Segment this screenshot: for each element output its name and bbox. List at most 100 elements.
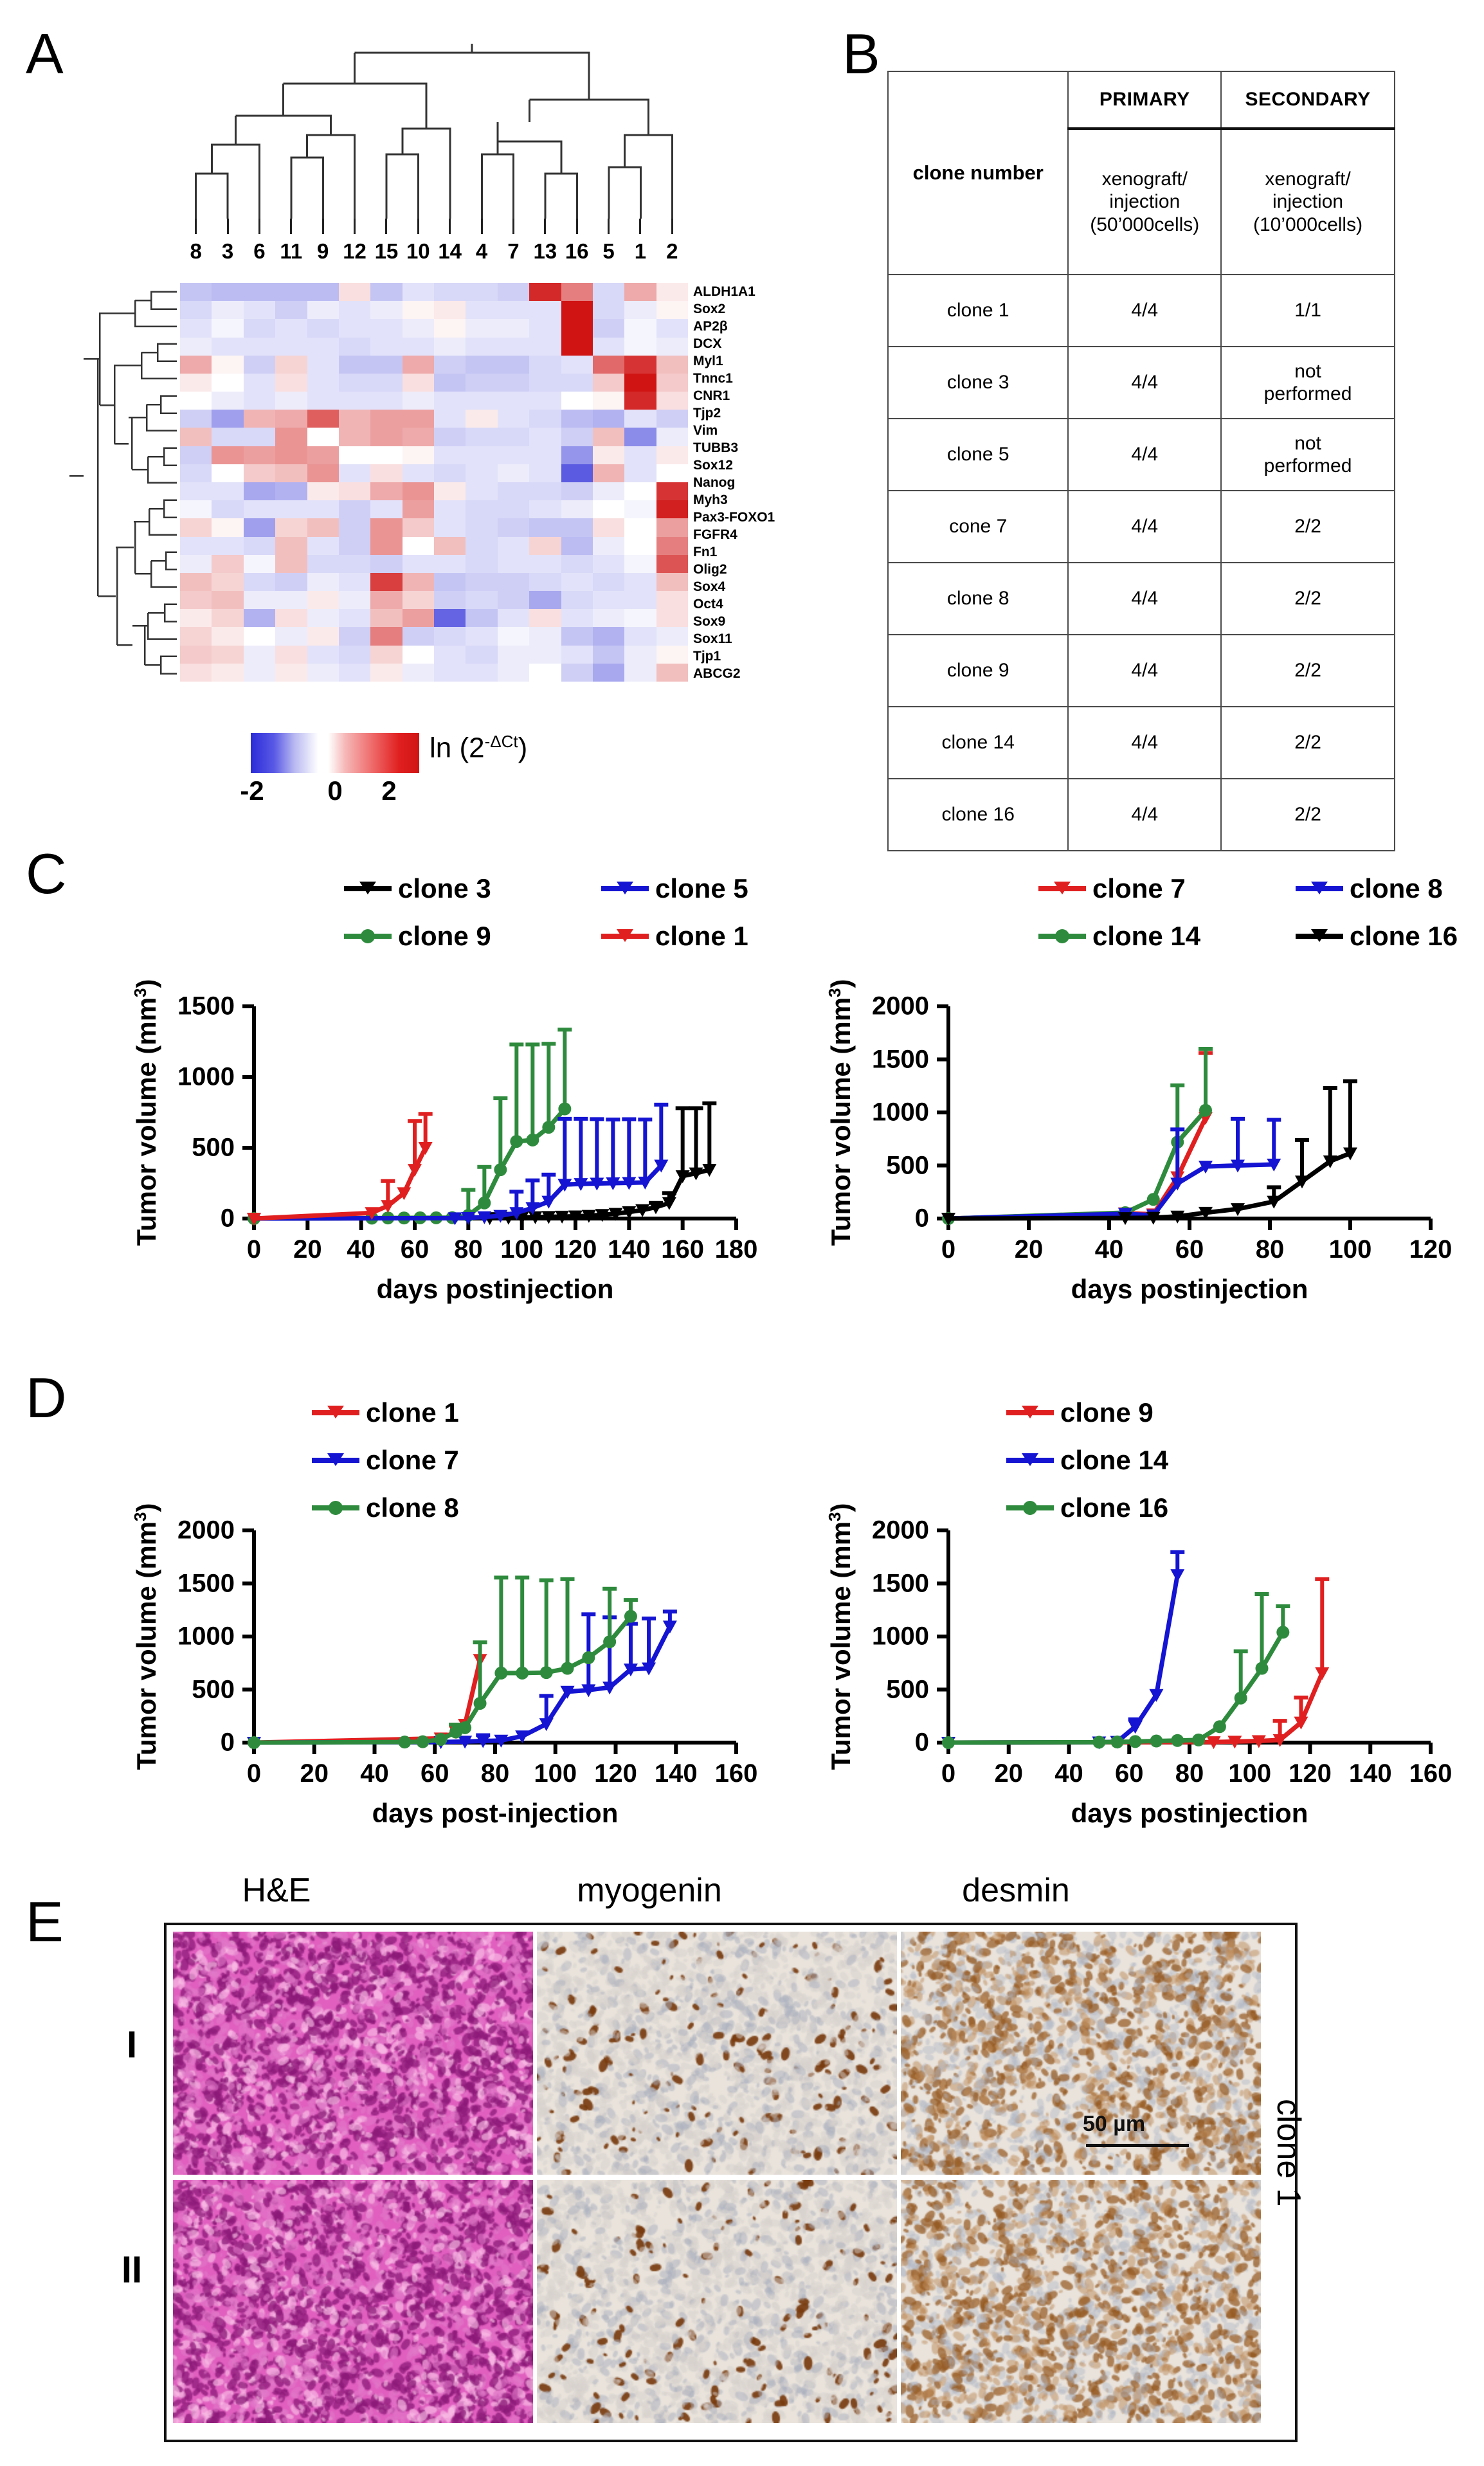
heatmap-cell — [180, 663, 212, 682]
data-point — [1092, 1736, 1106, 1749]
triangle-marker-icon — [1022, 1453, 1038, 1466]
heatmap-cell — [529, 373, 561, 392]
data-point — [525, 1202, 540, 1215]
heatmap-cell — [624, 609, 656, 628]
heatmap-cell — [212, 373, 244, 392]
legend-swatch — [1296, 929, 1343, 942]
legend-swatch — [1006, 1406, 1054, 1419]
primary-header: PRIMARY — [1067, 71, 1222, 130]
x-tick-label: 40 — [1094, 1235, 1124, 1264]
heatmap-cell — [624, 337, 656, 356]
y-tick-label: 2000 — [872, 992, 929, 1020]
heatmap-cell — [529, 337, 561, 356]
data-point — [408, 1164, 422, 1177]
heatmap-cell — [434, 283, 466, 302]
triangle-marker-icon — [617, 882, 633, 894]
circle-marker-icon — [1023, 1501, 1037, 1515]
legend-item: clone 16 — [1006, 1492, 1168, 1523]
heatmap-cell — [370, 410, 403, 428]
heatmap-cell — [529, 283, 561, 302]
y-tick-label: 500 — [886, 1675, 929, 1703]
column-label: 15 — [374, 239, 399, 263]
heatmap-cell — [656, 627, 688, 646]
y-tick-label: 500 — [886, 1151, 929, 1179]
heatmap-cell — [402, 554, 434, 573]
data-point — [1276, 1626, 1290, 1639]
colorbar-exponent: -ΔCt — [484, 732, 518, 751]
data-point — [478, 1196, 491, 1210]
heatmap-cell — [624, 518, 656, 537]
gene-label: ALDH1A1 — [693, 284, 756, 300]
heatmap-cell — [434, 663, 466, 682]
heatmap-cell — [338, 464, 371, 482]
x-tick-label: 160 — [714, 1759, 758, 1788]
circle-marker-icon — [1055, 929, 1069, 943]
chart-canvas — [242, 1004, 738, 1230]
heatmap-cell — [434, 319, 466, 338]
y-tick-label: 1500 — [177, 1569, 235, 1597]
column-ticks — [180, 219, 688, 235]
heatmap-cell — [497, 319, 530, 338]
heatmap-cell — [180, 410, 212, 428]
heatmap-cell — [497, 482, 530, 501]
heatmap-cell — [592, 645, 625, 664]
table-body: clone 1 4/4 1/1 clone 3 4/4 not performed clone… — [887, 274, 1395, 851]
heatmap-cell — [402, 446, 434, 464]
data-point — [1343, 1147, 1357, 1161]
heatmap-cell — [592, 627, 625, 646]
heatmap-cell — [402, 373, 434, 392]
heatmap-cell — [529, 428, 561, 446]
data-point — [654, 1159, 669, 1173]
data-point — [539, 1666, 553, 1680]
heatmap-cell — [212, 337, 244, 356]
y-tick-label: 1500 — [872, 1045, 929, 1073]
heatmap-cell — [307, 337, 339, 356]
heatmap-cell — [561, 355, 593, 374]
x-tick-label: 20 — [293, 1235, 322, 1264]
heatmap-cell — [275, 609, 307, 628]
heatmap-cell — [243, 337, 276, 356]
heatmap-cell — [656, 500, 688, 519]
gene-label: Sox4 — [693, 579, 726, 594]
data-point — [642, 1662, 656, 1676]
heatmap-cell — [466, 572, 498, 592]
data-point — [448, 1212, 462, 1226]
panel-a-letter: A — [26, 22, 64, 86]
data-point — [1267, 1158, 1281, 1172]
heatmap-cell — [243, 554, 276, 573]
heatmap-cell — [466, 428, 498, 446]
heatmap-cell — [561, 428, 593, 446]
column-label: 11 — [280, 239, 303, 263]
column-tick — [639, 219, 642, 234]
heatmap-cell — [466, 536, 498, 555]
heatmap-cell — [624, 500, 656, 519]
chart-canvas — [937, 1528, 1433, 1754]
gene-label: Myh3 — [693, 492, 728, 507]
heatmap-cell — [434, 554, 466, 573]
heatmap-cell — [529, 319, 561, 338]
column-label: 9 — [317, 239, 329, 263]
heatmap-cell — [466, 591, 498, 610]
column-tick — [385, 219, 388, 234]
data-point — [560, 1685, 575, 1699]
heatmap-cell — [497, 536, 530, 555]
data-point — [1199, 1103, 1212, 1117]
heatmap-cell — [370, 283, 403, 302]
heatmap-cell — [275, 591, 307, 610]
data-point — [1128, 1721, 1143, 1734]
colorbar-tick-label: -2 — [240, 775, 264, 806]
gene-label: Oct4 — [693, 596, 723, 612]
heatmap-cell — [243, 464, 276, 482]
panel-a: A — [0, 0, 829, 830]
heatmap-cell — [370, 355, 403, 374]
heatmap-cell — [212, 355, 244, 374]
y-tick-label: 1000 — [177, 1622, 235, 1651]
heatmap-cell — [434, 392, 466, 410]
table-header-group-row: clone number PRIMARY SECONDARY — [887, 71, 1395, 275]
heatmap-cell — [561, 410, 593, 428]
micrograph-myogenin-ii — [537, 2180, 897, 2423]
data-point — [1146, 1193, 1160, 1206]
heatmap-cell — [212, 392, 244, 410]
legend-label: clone 1 — [366, 1397, 459, 1428]
heatmap-cell — [624, 663, 656, 682]
